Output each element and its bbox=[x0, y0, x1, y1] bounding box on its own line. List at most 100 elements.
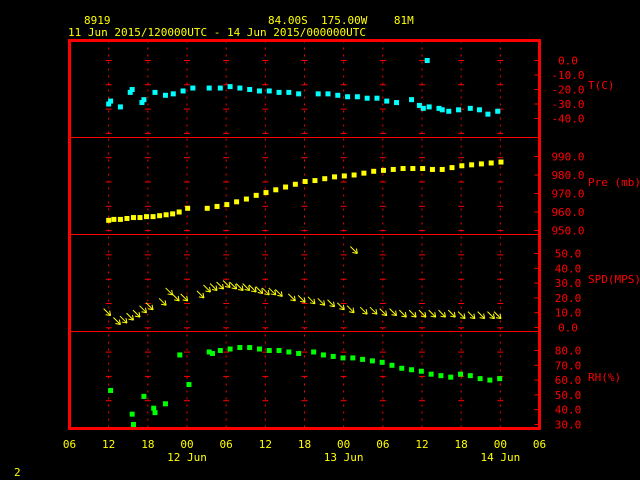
wind-arrow-head bbox=[420, 315, 427, 318]
wind-arrow-shaft bbox=[126, 312, 134, 321]
RH-data-point bbox=[266, 348, 272, 353]
T-data-point bbox=[276, 89, 282, 95]
wind-arrow bbox=[113, 317, 121, 326]
y-tick-label: 950.0 bbox=[551, 225, 584, 238]
panel-label: Pre (mb) bbox=[588, 176, 640, 189]
wind-arrow-shaft bbox=[493, 311, 502, 319]
RH-data-point bbox=[108, 387, 114, 393]
T-data-point bbox=[335, 92, 341, 98]
RH-data-point bbox=[467, 373, 473, 379]
RH-data-point bbox=[209, 350, 215, 356]
wind-arrow-head bbox=[313, 298, 316, 304]
wind-arrow-head bbox=[248, 285, 251, 291]
Pre-data-point bbox=[449, 165, 455, 171]
wind-arrow-shaft bbox=[288, 293, 296, 302]
RH-data-point bbox=[448, 374, 454, 380]
Pre-data-point bbox=[429, 166, 435, 172]
wind-arrow-head bbox=[352, 307, 355, 313]
T-data-point bbox=[237, 85, 243, 91]
wind-arrow-head bbox=[254, 286, 257, 293]
RH-data-point bbox=[217, 348, 223, 353]
Pre-data-point bbox=[371, 168, 377, 174]
wind-arrow bbox=[317, 297, 326, 306]
wind-arrow-shaft bbox=[389, 308, 397, 317]
y-tick-label: 980.0 bbox=[551, 169, 584, 182]
wind-arrow-head bbox=[365, 309, 368, 315]
wind-arrow-head bbox=[222, 283, 225, 290]
wind-arrow-shaft bbox=[171, 293, 180, 302]
wind-arrow bbox=[418, 309, 427, 318]
T-data-point bbox=[394, 100, 400, 106]
wind-arrow-head bbox=[105, 314, 111, 317]
wind-arrow-shaft bbox=[350, 246, 358, 254]
wind-arrow-shaft bbox=[242, 283, 251, 291]
Pre-data-point bbox=[488, 160, 494, 166]
wind-arrow-head bbox=[264, 293, 270, 296]
wind-arrow-head bbox=[459, 317, 466, 320]
Pre-data-point bbox=[283, 184, 289, 190]
wind-arrow-head bbox=[362, 312, 368, 315]
wind-arrow bbox=[327, 299, 336, 308]
wind-arrow bbox=[255, 286, 264, 294]
wind-arrow-head bbox=[444, 312, 446, 318]
wind-arrow-head bbox=[128, 318, 134, 321]
RH-data-point bbox=[369, 358, 375, 364]
wind-arrow-head bbox=[463, 313, 466, 319]
y-tick-label: 80.0 bbox=[555, 345, 582, 358]
wind-arrow-head bbox=[209, 286, 211, 293]
Pre-data-point bbox=[117, 216, 123, 222]
T-data-point bbox=[416, 102, 422, 108]
Pre-data-point bbox=[106, 217, 112, 223]
station-id: 8919 bbox=[84, 14, 111, 27]
wind-arrow bbox=[447, 309, 456, 318]
wind-arrow-shaft bbox=[216, 281, 224, 290]
y-tick-label: 70.0 bbox=[555, 359, 582, 372]
Pre-data-point bbox=[469, 162, 475, 168]
wind-arrow bbox=[180, 293, 189, 302]
wind-arrow bbox=[438, 309, 446, 318]
wind-arrow-shaft bbox=[119, 315, 128, 324]
RH-data-point bbox=[206, 349, 212, 355]
wind-arrow-head bbox=[205, 290, 211, 293]
RH-data-point bbox=[152, 410, 158, 416]
T-data-point bbox=[345, 94, 351, 100]
Pre-data-point bbox=[351, 172, 357, 178]
T-data-point bbox=[190, 85, 196, 91]
RH-data-point bbox=[389, 362, 395, 368]
wind-arrow-head bbox=[401, 315, 407, 318]
wind-arrow-head bbox=[404, 312, 407, 318]
y-tick-label: 60.0 bbox=[555, 374, 582, 387]
wind-arrow-shaft bbox=[132, 309, 141, 318]
Pre-data-point bbox=[163, 212, 169, 218]
wind-arrow-head bbox=[211, 289, 218, 291]
x-date-label: 13 Jun bbox=[324, 451, 364, 464]
T-data-point bbox=[364, 95, 370, 101]
wind-arrow-head bbox=[495, 317, 502, 320]
wind-arrow-shaft bbox=[180, 293, 189, 302]
wind-arrow-shaft bbox=[438, 309, 446, 318]
wind-arrow-head bbox=[479, 317, 485, 320]
RH-data-point bbox=[256, 346, 262, 352]
Pre-data-point bbox=[253, 192, 259, 198]
wind-arrow-shaft bbox=[307, 296, 316, 305]
Pre-data-point bbox=[176, 209, 182, 215]
wind-arrow-head bbox=[231, 287, 237, 290]
wind-arrow-shaft bbox=[261, 287, 270, 296]
wind-arrow bbox=[229, 281, 238, 290]
wind-arrow-head bbox=[395, 310, 398, 316]
wind-arrow-head bbox=[224, 286, 231, 289]
wind-arrow-shaft bbox=[145, 302, 154, 311]
wind-arrow-head bbox=[375, 309, 378, 315]
wind-arrow-shaft bbox=[209, 283, 218, 291]
RH-data-point bbox=[237, 345, 243, 351]
RH-data-point bbox=[497, 376, 503, 382]
wind-arrow bbox=[398, 309, 407, 318]
y-tick-label: 0.0 bbox=[558, 322, 578, 335]
Pre-data-point bbox=[361, 170, 367, 176]
y-tick-label: -40.0 bbox=[551, 113, 584, 126]
Pre-data-point bbox=[459, 163, 465, 169]
y-tick-label: 50.0 bbox=[555, 248, 582, 261]
Pre-data-point bbox=[214, 203, 220, 209]
RH-data-point bbox=[162, 401, 168, 407]
wind-arrow-head bbox=[138, 312, 141, 318]
